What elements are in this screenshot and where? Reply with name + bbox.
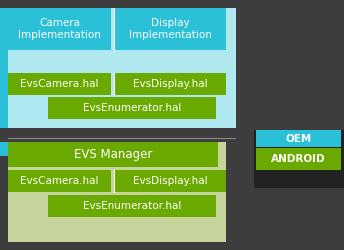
- Text: EvsEnumerator.hal: EvsEnumerator.hal: [83, 201, 181, 211]
- Bar: [256, 148, 341, 170]
- Bar: [114, 8, 226, 50]
- Bar: [8, 8, 111, 50]
- Bar: [8, 73, 111, 95]
- Bar: [8, 8, 236, 128]
- Text: ANDROID: ANDROID: [271, 154, 326, 164]
- Bar: [0, 8, 8, 128]
- Text: EvsDisplay.hal: EvsDisplay.hal: [133, 176, 207, 186]
- Bar: [8, 170, 111, 192]
- Bar: [8, 142, 218, 167]
- Bar: [48, 195, 216, 217]
- Bar: [114, 170, 226, 192]
- Text: EvsDisplay.hal: EvsDisplay.hal: [133, 79, 207, 89]
- Bar: [48, 97, 216, 119]
- Text: OEM: OEM: [286, 134, 312, 143]
- Text: EVS Manager: EVS Manager: [74, 148, 152, 161]
- Text: EvsCamera.hal: EvsCamera.hal: [20, 176, 99, 186]
- Bar: [256, 130, 341, 147]
- Text: EvsEnumerator.hal: EvsEnumerator.hal: [83, 103, 181, 113]
- Bar: [8, 142, 226, 242]
- Text: Display
Implementation: Display Implementation: [129, 18, 212, 40]
- Bar: [114, 73, 226, 95]
- Text: EvsCamera.hal: EvsCamera.hal: [20, 79, 99, 89]
- Bar: [0, 142, 8, 156]
- Text: Camera
Implementation: Camera Implementation: [18, 18, 101, 40]
- Bar: [254, 130, 344, 188]
